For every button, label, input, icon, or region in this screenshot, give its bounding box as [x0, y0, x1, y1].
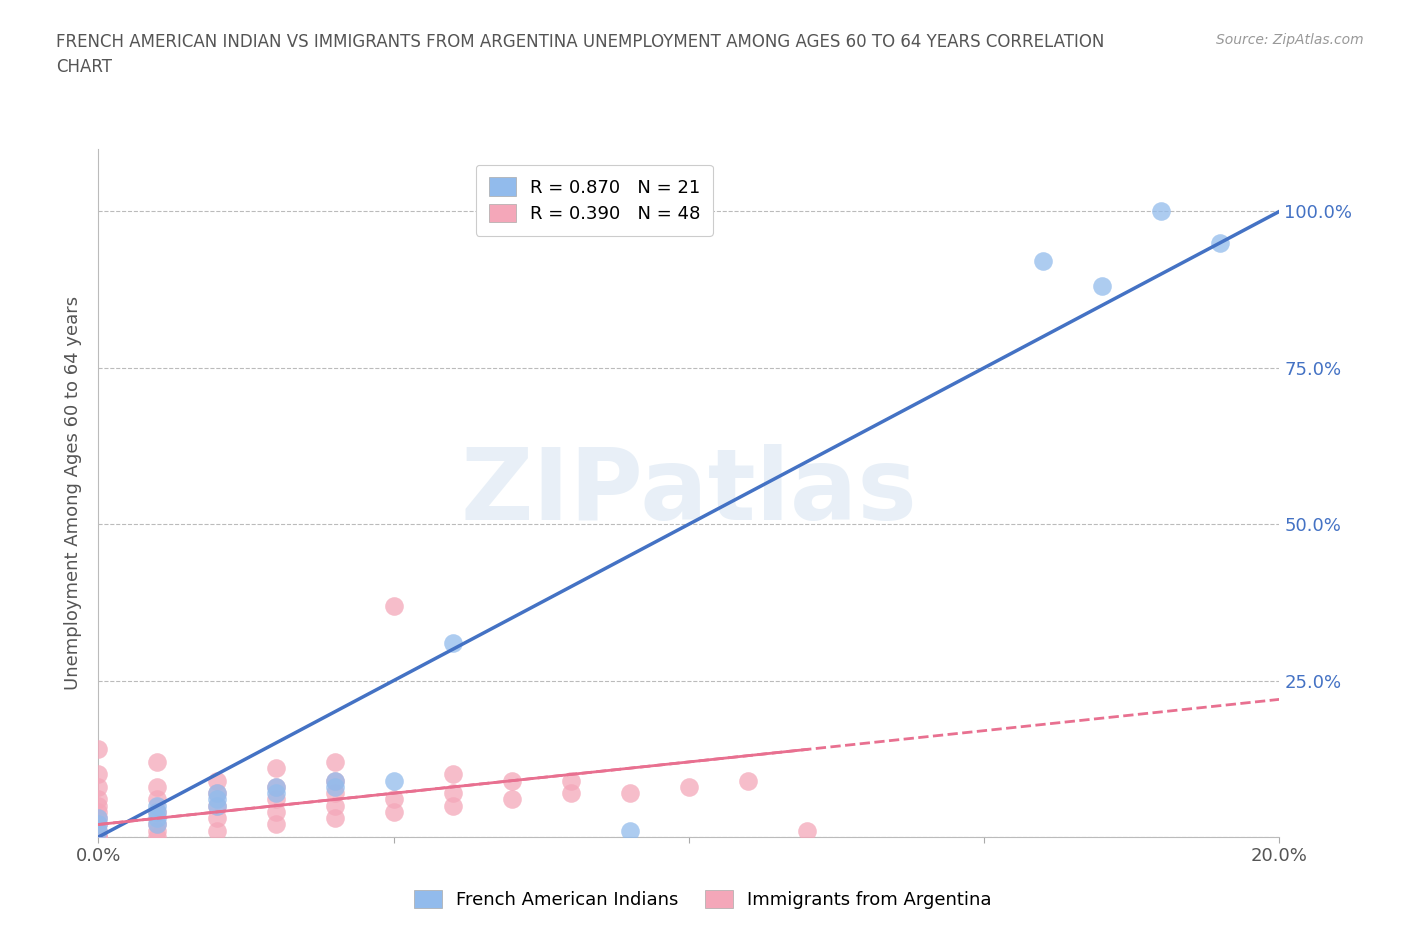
Point	[87, 742, 110, 757]
Point	[87, 823, 110, 838]
Point	[560, 773, 582, 788]
Point	[1091, 279, 1114, 294]
Point	[382, 773, 405, 788]
Point	[146, 798, 169, 813]
Point	[560, 786, 582, 801]
Point	[87, 767, 110, 782]
Point	[146, 811, 169, 826]
Point	[87, 830, 110, 844]
Point	[146, 804, 169, 819]
Point	[146, 779, 169, 794]
Point	[264, 792, 287, 807]
Point	[87, 817, 110, 832]
Point	[323, 798, 346, 813]
Text: CHART: CHART	[56, 58, 112, 75]
Point	[796, 823, 818, 838]
Point	[87, 798, 110, 813]
Point	[264, 761, 287, 776]
Point	[264, 786, 287, 801]
Point	[1209, 235, 1232, 250]
Point	[501, 773, 523, 788]
Point	[619, 823, 641, 838]
Point	[146, 817, 169, 832]
Point	[323, 779, 346, 794]
Point	[205, 773, 228, 788]
Point	[382, 792, 405, 807]
Point	[205, 798, 228, 813]
Point	[264, 779, 287, 794]
Point	[1032, 254, 1054, 269]
Text: Source: ZipAtlas.com: Source: ZipAtlas.com	[1216, 33, 1364, 46]
Point	[619, 786, 641, 801]
Point	[146, 817, 169, 832]
Point	[205, 811, 228, 826]
Legend: R = 0.870   N = 21, R = 0.390   N = 48: R = 0.870 N = 21, R = 0.390 N = 48	[475, 165, 713, 236]
Point	[264, 817, 287, 832]
Point	[205, 798, 228, 813]
Point	[87, 830, 110, 844]
Point	[87, 823, 110, 838]
Point	[441, 786, 464, 801]
Point	[501, 792, 523, 807]
Point	[323, 773, 346, 788]
Point	[382, 804, 405, 819]
Text: ZIPatlas: ZIPatlas	[461, 445, 917, 541]
Point	[87, 811, 110, 826]
Text: FRENCH AMERICAN INDIAN VS IMMIGRANTS FROM ARGENTINA UNEMPLOYMENT AMONG AGES 60 T: FRENCH AMERICAN INDIAN VS IMMIGRANTS FRO…	[56, 33, 1105, 50]
Point	[1150, 204, 1173, 219]
Point	[264, 804, 287, 819]
Point	[87, 779, 110, 794]
Point	[146, 792, 169, 807]
Point	[87, 811, 110, 826]
Point	[323, 811, 346, 826]
Point	[441, 767, 464, 782]
Point	[146, 804, 169, 819]
Point	[441, 798, 464, 813]
Point	[205, 792, 228, 807]
Point	[205, 786, 228, 801]
Point	[87, 817, 110, 832]
Point	[87, 830, 110, 844]
Point	[146, 754, 169, 769]
Point	[205, 786, 228, 801]
Y-axis label: Unemployment Among Ages 60 to 64 years: Unemployment Among Ages 60 to 64 years	[65, 296, 83, 690]
Point	[323, 754, 346, 769]
Point	[737, 773, 759, 788]
Point	[323, 786, 346, 801]
Point	[264, 779, 287, 794]
Point	[678, 779, 700, 794]
Point	[146, 830, 169, 844]
Legend: French American Indians, Immigrants from Argentina: French American Indians, Immigrants from…	[408, 883, 998, 916]
Point	[205, 823, 228, 838]
Point	[323, 773, 346, 788]
Point	[87, 792, 110, 807]
Point	[441, 635, 464, 650]
Point	[382, 598, 405, 613]
Point	[146, 823, 169, 838]
Point	[87, 804, 110, 819]
